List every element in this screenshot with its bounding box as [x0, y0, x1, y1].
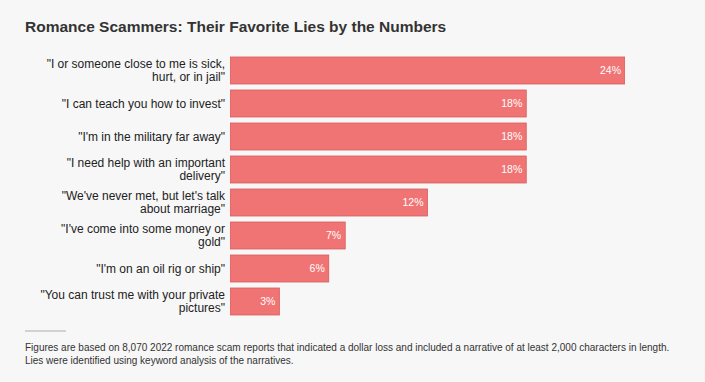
data-label: 18%	[501, 130, 522, 142]
data-label: 24%	[600, 64, 621, 76]
data-label: 7%	[326, 229, 341, 241]
bar	[230, 90, 526, 117]
title: Romance Scammers: Their Favorite Lies by…	[25, 18, 446, 35]
category-label: "I'm in the military far away"	[78, 130, 225, 144]
data-label: 3%	[260, 295, 275, 307]
footnote: Figures are based on 8,070 2022 romance …	[25, 342, 669, 353]
category-label: "I'm on an oil rig or ship"	[96, 262, 225, 276]
category-label: "You can trust me with your privatepictu…	[40, 288, 225, 316]
category-label: "I've come into some money orgold"	[61, 222, 225, 250]
category-label: "We've never met, but let's talkabout ma…	[62, 189, 226, 217]
bar	[230, 255, 329, 282]
bar	[230, 123, 526, 150]
data-label: 6%	[310, 262, 325, 274]
background	[0, 0, 705, 382]
bar	[230, 189, 428, 216]
data-label: 12%	[402, 196, 423, 208]
bar	[230, 222, 345, 249]
category-label: "I need help with an importantdelivery"	[67, 156, 226, 184]
bar	[230, 57, 625, 84]
category-label: "I or someone close to me is sick,hurt, …	[47, 57, 225, 85]
footnote: Lies were identified using keyword analy…	[25, 355, 293, 366]
category-label: "I can teach you how to invest"	[62, 97, 225, 111]
bar	[230, 156, 526, 183]
bars	[230, 57, 625, 315]
chart: Romance Scammers: Their Favorite Lies by…	[0, 0, 705, 382]
bar	[230, 288, 279, 315]
labels: 24% "I or someone close to me is sick,hur…	[40, 57, 621, 316]
data-label: 18%	[501, 163, 522, 175]
footnote-rule	[25, 331, 66, 332]
data-label: 18%	[501, 97, 522, 109]
